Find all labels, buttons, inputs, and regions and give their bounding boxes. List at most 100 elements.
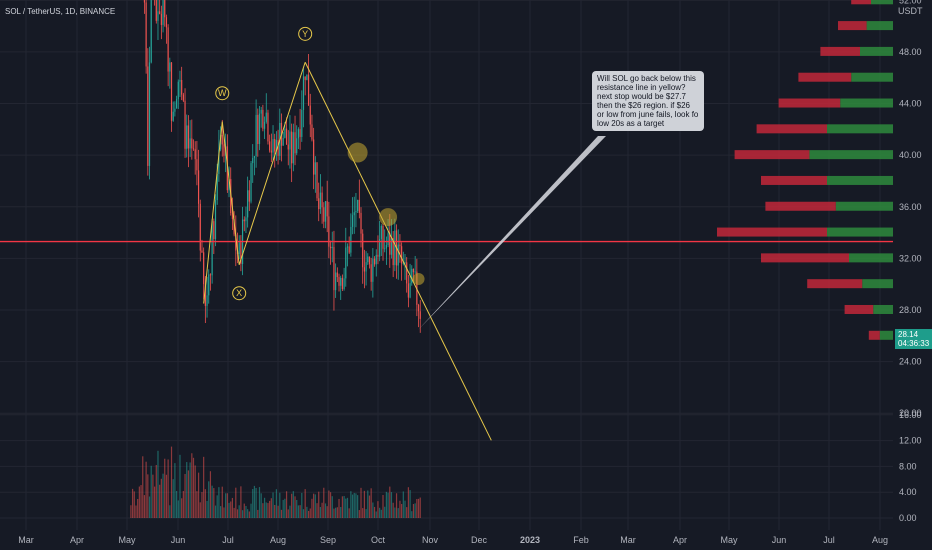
candle-body [384,248,386,250]
wave-path[interactable] [203,62,306,304]
candle-body [389,233,391,255]
y-tick-label: 44.00 [899,99,922,109]
volume-bar [384,506,386,518]
volume-bar [335,507,337,518]
candle-body [250,163,252,202]
volume-bar [387,492,389,518]
touch-highlight [379,208,398,227]
volume-bar [379,507,381,518]
volume-bar [147,474,149,518]
volume-bar [191,453,193,518]
volume-bar [345,498,347,518]
volume-bar [245,505,247,518]
volume-bar [287,509,289,518]
volume-bar [401,504,403,518]
volume-bar [204,489,206,518]
candle-body [407,283,409,298]
candle-body [206,295,208,306]
volume-bar [179,454,181,518]
profile-bar-down [765,201,836,211]
candle-body [240,242,242,265]
x-tick-label: Feb [573,535,589,545]
x-tick-label: Mar [620,535,636,545]
volume-bar [182,491,184,518]
volume-bar [409,490,411,518]
candle-body [345,247,347,279]
candle-body [209,274,212,276]
volume-bar [130,505,132,518]
profile-bar-up [835,201,893,211]
candle-body [367,256,369,263]
candle-body [162,0,164,25]
volume-bar [219,506,222,518]
profile-bar-down [807,279,863,289]
volume-bar [355,493,357,518]
volume-bar [326,506,328,518]
candle-body [302,76,305,110]
volume-bar [411,511,413,518]
candle-body [401,246,403,264]
profile-bar-down [761,175,827,185]
volume-bar [362,508,364,518]
candle-body [292,132,294,164]
volume-bar [231,497,234,518]
candle-body [184,100,186,149]
volume-bar [284,498,286,518]
volume-tick-label: 12.00 [899,436,922,446]
volume-bar [265,502,267,518]
candle-body [319,192,322,210]
candle-body [411,268,413,284]
profile-bar-down [868,330,880,340]
candle-body [362,233,364,268]
volume-bars [130,446,421,518]
volume-bar [328,490,330,518]
candle-body [294,132,296,154]
volume-bar [282,499,284,518]
candle-body [203,252,205,285]
candle-body [165,17,168,28]
volume-bar [316,503,318,518]
volume-bar [243,503,245,518]
candle-body [297,129,300,139]
drawings[interactable]: W X Y [0,26,893,441]
profile-bar-up [871,0,893,5]
x-tick-label: Jun [171,535,186,545]
volume-bar [309,508,311,518]
last-price-badge: 28.14 04:36:33 [895,329,932,349]
candle-body [351,215,354,227]
x-tick-label: Nov [422,535,439,545]
volume-bar [377,501,379,518]
candle-body [272,139,274,153]
candle-body [170,62,173,121]
volume-bar [203,456,205,518]
candle-body [238,242,240,254]
volume-bar [292,491,294,518]
volume-bar [218,487,220,518]
candle-body [150,0,152,63]
yellow-trendline[interactable] [304,62,492,441]
volume-bar [140,485,142,518]
candle-body [387,233,389,246]
volume-tick-label: 0.00 [899,513,917,523]
candle-body [182,94,184,101]
volume-bar [340,506,342,518]
volume-bar [370,488,372,518]
volume-bar [375,511,377,518]
candle-body [175,99,178,109]
volume-bar [209,471,212,518]
volume-bar [297,505,300,518]
candle-body [147,66,149,166]
candle-body [346,246,349,248]
volume-bar [189,462,191,518]
candle-body [402,262,404,264]
candle-body [409,283,411,298]
candle-body [270,150,272,153]
volume-bar [296,500,298,518]
candle-body [306,74,308,80]
volume-bar [160,478,162,518]
candle-body [167,27,169,72]
candle-body [394,230,396,266]
annotation-callout[interactable]: Will SOL go back below this resistance l… [592,71,704,131]
